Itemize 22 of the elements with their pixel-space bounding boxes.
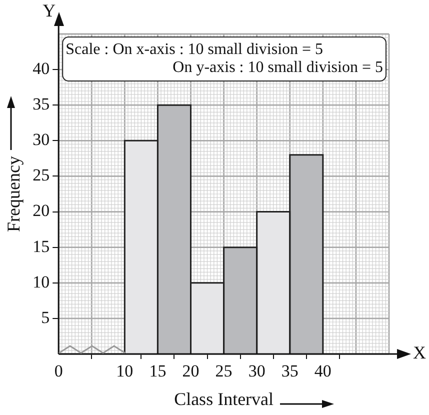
text: Y: [42, 0, 56, 21]
y-tick-label: 20: [32, 201, 50, 220]
y-tick-label: 40: [32, 59, 50, 78]
x-tick-label: 40: [314, 362, 332, 381]
annotation: Scale : On x-axis : 10 small division = 5: [66, 41, 324, 58]
annotation: On y-axis : 10 small division = 5: [172, 59, 383, 76]
x-tick-label: 25: [215, 362, 232, 381]
x-tick-label: 20: [182, 362, 200, 381]
x-tick-label: 0: [54, 362, 63, 381]
x-tick-label: 10: [116, 362, 134, 381]
text: X: [413, 342, 426, 363]
x-tick-label: 30: [248, 362, 266, 381]
y-tick-label: 25: [32, 166, 50, 185]
y-tick-label: 5: [41, 308, 50, 327]
y-tick-label: 10: [32, 272, 50, 292]
y-axis-title: Frequency: [4, 156, 24, 232]
y-tick-label: 15: [32, 236, 50, 256]
x-tick-label: 35: [281, 362, 298, 381]
y-tick-label: 35: [32, 94, 50, 114]
y-tick-label: 30: [32, 130, 50, 150]
x-tick-label: 15: [149, 362, 166, 381]
x-axis-title: Class Interval: [174, 388, 274, 409]
